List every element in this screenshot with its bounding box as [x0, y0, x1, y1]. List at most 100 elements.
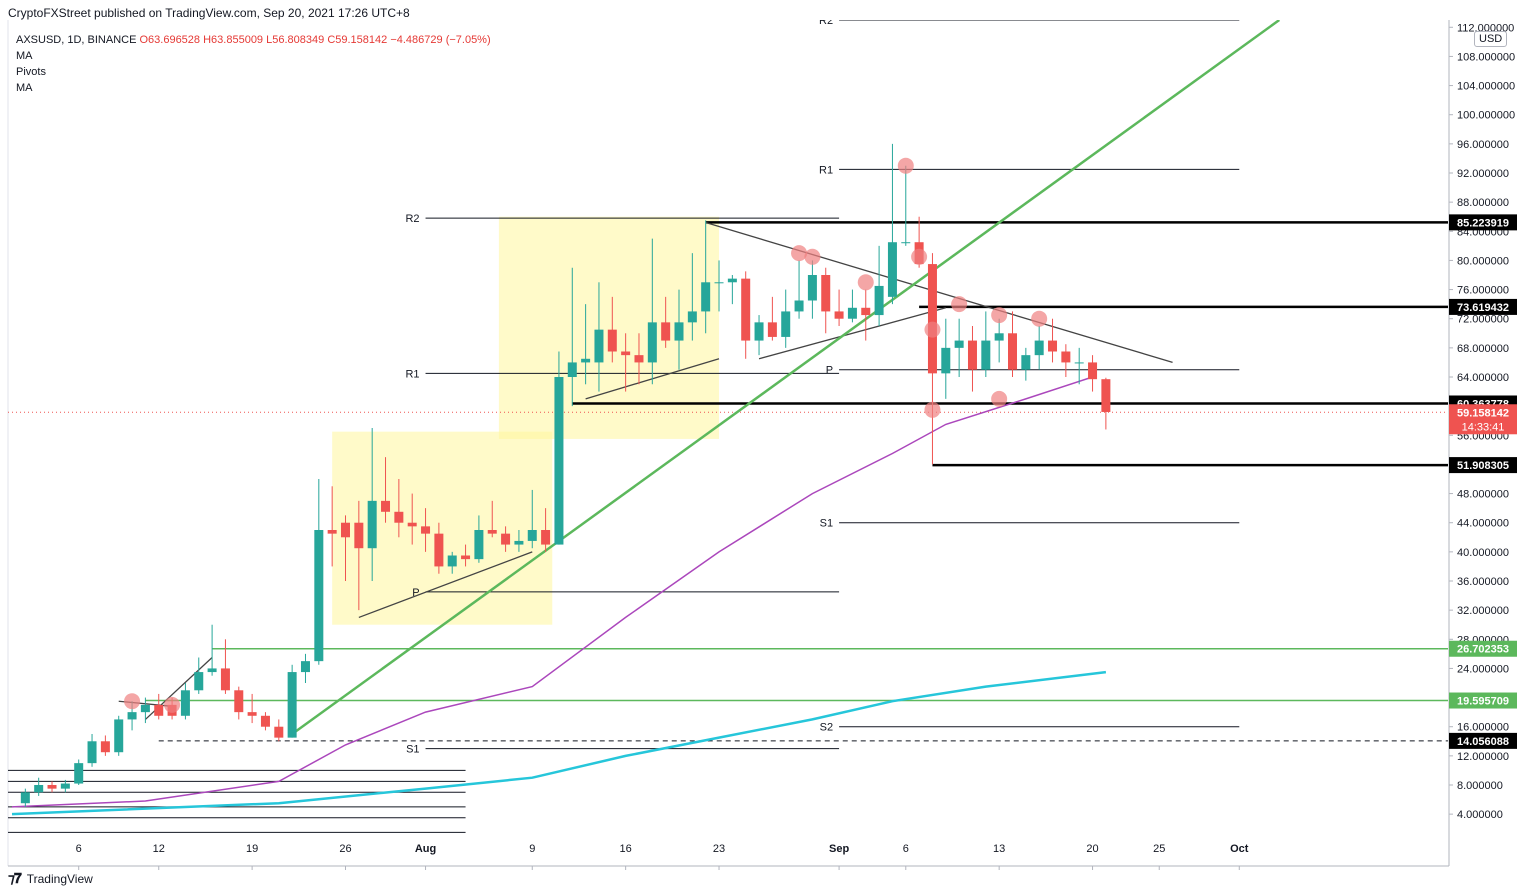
candle-body: [1101, 379, 1111, 412]
footer: ⁊𝟕 TradingView: [8, 870, 93, 887]
candle-body: [474, 530, 484, 560]
level-badge-bg: [1449, 298, 1517, 315]
price-tick-label: 104.000000: [1457, 81, 1515, 93]
wedge-trendline: [705, 221, 1173, 364]
tradingview-logo-icon: ⁊𝟕: [8, 870, 22, 886]
candle-body: [234, 690, 244, 713]
candle: [647, 238, 657, 385]
candle: [794, 260, 804, 319]
candle-body: [621, 351, 631, 356]
publisher-line: CryptoFXStreet published on TradingView.…: [8, 6, 410, 20]
ascending-trendline: [291, 20, 1281, 736]
candle-body: [341, 522, 350, 538]
legend-indicator-ma[interactable]: MA: [16, 50, 33, 62]
price-tick-label: 92.000000: [1457, 168, 1509, 180]
legend-symbol[interactable]: AXSUSD, 1D, BINANCE: [16, 34, 137, 46]
pivot-label: R2: [405, 213, 419, 225]
candle-body: [327, 530, 337, 534]
candle-body: [821, 275, 831, 312]
candle-body: [501, 533, 511, 545]
pivot-label: S1: [820, 518, 833, 530]
pivot-label: R2: [819, 15, 833, 27]
candle-body: [554, 377, 564, 545]
footer-brand[interactable]: TradingView: [26, 871, 93, 886]
legend-indicator-pivots[interactable]: Pivots: [16, 66, 46, 78]
candle: [994, 318, 1004, 363]
candle: [207, 624, 217, 676]
candle: [100, 735, 110, 756]
candle-body: [74, 763, 84, 784]
legend-change: −4.486729 (−7.05%): [390, 34, 491, 46]
candle-body: [634, 355, 644, 363]
candle: [1074, 347, 1084, 385]
candle-body: [687, 311, 697, 323]
candle-body: [34, 785, 44, 793]
currency-badge[interactable]: USD: [1474, 31, 1508, 47]
touch-point-marker: [164, 696, 181, 713]
candle: [47, 781, 57, 793]
candle-body: [941, 347, 951, 374]
candle: [34, 777, 44, 796]
touch-point-marker: [124, 693, 141, 710]
candle: [514, 530, 524, 552]
pivot-label: P: [412, 587, 419, 599]
candle-body: [394, 511, 404, 523]
candle-body: [994, 333, 1004, 341]
time-tick-label: 20: [1086, 843, 1098, 855]
candle-body: [447, 555, 457, 567]
candle: [767, 296, 777, 341]
candle-body: [527, 530, 537, 541]
time-tick-label: Oct: [1230, 843, 1249, 855]
candle: [260, 712, 270, 731]
candle: [781, 289, 791, 348]
candle-body: [114, 719, 124, 753]
candle-body: [981, 340, 991, 370]
candle: [754, 315, 764, 356]
candle-body: [767, 322, 777, 337]
candle-body: [154, 704, 164, 716]
price-tick-label: 72.000000: [1457, 314, 1509, 326]
candle: [981, 311, 991, 377]
touch-point-marker: [951, 296, 968, 313]
candle: [501, 526, 511, 552]
price-tick-label: 24.000000: [1457, 663, 1509, 675]
candle-body: [1061, 351, 1071, 363]
candle-body: [714, 282, 724, 284]
candle: [541, 508, 551, 552]
candle-body: [594, 329, 604, 363]
candle: [607, 296, 617, 363]
consolidation-zone: [332, 431, 553, 625]
candle: [954, 318, 964, 377]
candle: [554, 351, 564, 545]
candle-body: [247, 712, 257, 716]
touch-point-marker: [991, 390, 1008, 407]
candle-body: [20, 792, 30, 804]
price-tick-label: 8.000000: [1457, 780, 1503, 792]
time-tick-label: 6: [76, 843, 82, 855]
candle: [74, 759, 84, 785]
price-tick-label: 4.000000: [1457, 809, 1503, 821]
candle: [527, 489, 537, 549]
candle: [594, 282, 604, 392]
candle-body: [674, 322, 684, 341]
level-badge: 85.223919: [1457, 217, 1509, 229]
legend-indicator-ma-2[interactable]: MA: [16, 82, 33, 94]
time-tick-label: 26: [339, 843, 351, 855]
candle-body: [661, 322, 671, 341]
candle-body: [207, 668, 217, 673]
candle: [327, 486, 337, 567]
candle: [381, 457, 391, 523]
time-tick-label: 16: [620, 843, 632, 855]
candle-body: [781, 311, 791, 337]
price-tick-label: 76.000000: [1457, 285, 1509, 297]
price-tick-label: 32.000000: [1457, 605, 1509, 617]
candle: [274, 719, 284, 742]
price-tick-label: 16.000000: [1457, 722, 1509, 734]
level-badge: 73.619432: [1457, 302, 1509, 314]
candle: [474, 515, 484, 563]
candle-body: [874, 285, 884, 316]
price-tick-label: 96.000000: [1457, 139, 1509, 151]
touch-point-marker: [924, 401, 941, 418]
candle: [834, 289, 844, 326]
